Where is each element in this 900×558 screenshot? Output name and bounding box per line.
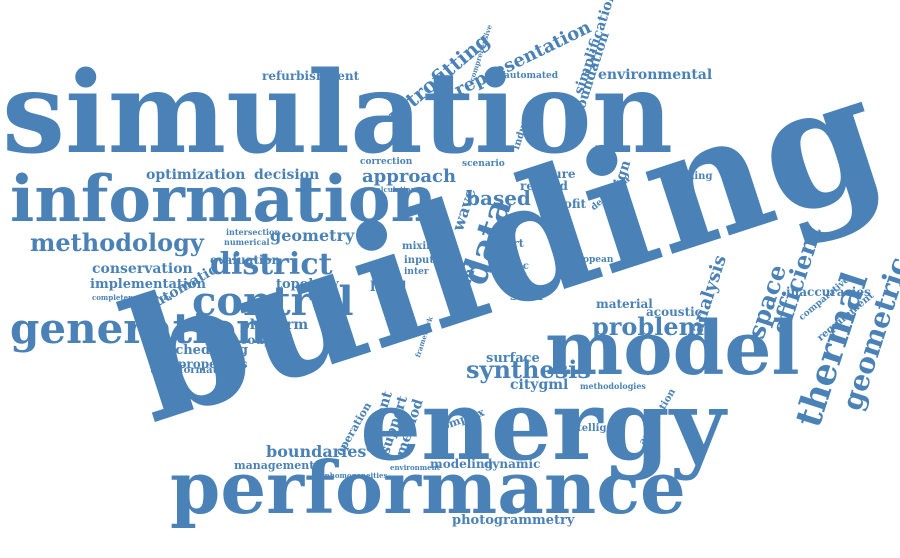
word-retrofit: retrofit [538,197,587,211]
word-material: material [596,297,653,311]
word-approach: approach [362,166,457,187]
word-platform: platform [240,317,309,333]
word-dynamic: dynamic [484,457,541,471]
word-shading: shading [668,171,713,182]
word-modeling: modeling [430,457,493,471]
word-correction: correction [360,157,413,167]
word-level: level [370,279,407,295]
word-properties: properties [178,357,248,371]
word-proc: proc [504,261,530,272]
word-measure: measure [518,167,576,181]
word-surface: surface [486,351,540,366]
word-mixing: mixing [402,241,441,252]
word-district: district [210,247,333,282]
word-model: model [545,306,800,392]
word-completenesschecks: completenesschecks [92,293,173,302]
word-inter: inter [404,267,429,277]
word-citygml: citygml [510,377,569,393]
word-performance: performance [170,445,686,530]
word-environment: environment [390,463,440,472]
word-decision: decision [254,167,320,183]
word-intelligent: intelligent [566,423,625,434]
word-boundaries: boundaries [266,442,367,461]
word-acoustic: acoustic [646,305,702,319]
word-methodology: methodology [30,228,204,257]
word-calculation: calculation [372,185,416,194]
word-smart: smart [488,237,524,250]
word-methodologies: methodologies [580,381,646,391]
word-generation: generation [10,304,267,353]
word-energy: energy [360,369,726,482]
word-refurbishment: refurbishment [262,69,360,83]
word-photogrammetry: photogrammetry [452,513,575,528]
word-intersection: intersection [226,227,281,237]
word-based: based [466,186,531,210]
word-transformation: transformation [150,365,235,376]
word-topology: topology [276,277,339,292]
word-management: management [234,459,315,472]
word-problem: problem [592,312,704,341]
word-optimization: optimization [146,167,246,183]
word-geometry: geometry [270,226,355,245]
word-automated: automated [504,71,559,81]
word-scheduling: scheduling [168,343,248,358]
word-conservation: conservation [92,261,193,277]
word-inaccuracies: inaccuracies [786,285,871,299]
word-information: information [10,162,438,237]
word-inhomogeneities: inhomogeneities [322,471,388,480]
word-implementation: implementation [90,277,206,292]
word-input: input [404,255,434,266]
word-related: related [520,179,568,193]
word-scan: scan [510,289,544,304]
word-control: control [192,278,354,325]
word-european: european [566,255,614,265]
word-numerical: numerical [224,237,270,247]
word-error: error [486,227,515,238]
word-synthesis: synthesis [466,355,591,384]
word-evaluation: evaluation [210,253,281,267]
word-simulation: simulation [2,48,674,179]
word-coupled: coupled [240,333,294,347]
word-scenario: scenario [462,159,505,169]
word-environmental: environmental [598,67,713,83]
